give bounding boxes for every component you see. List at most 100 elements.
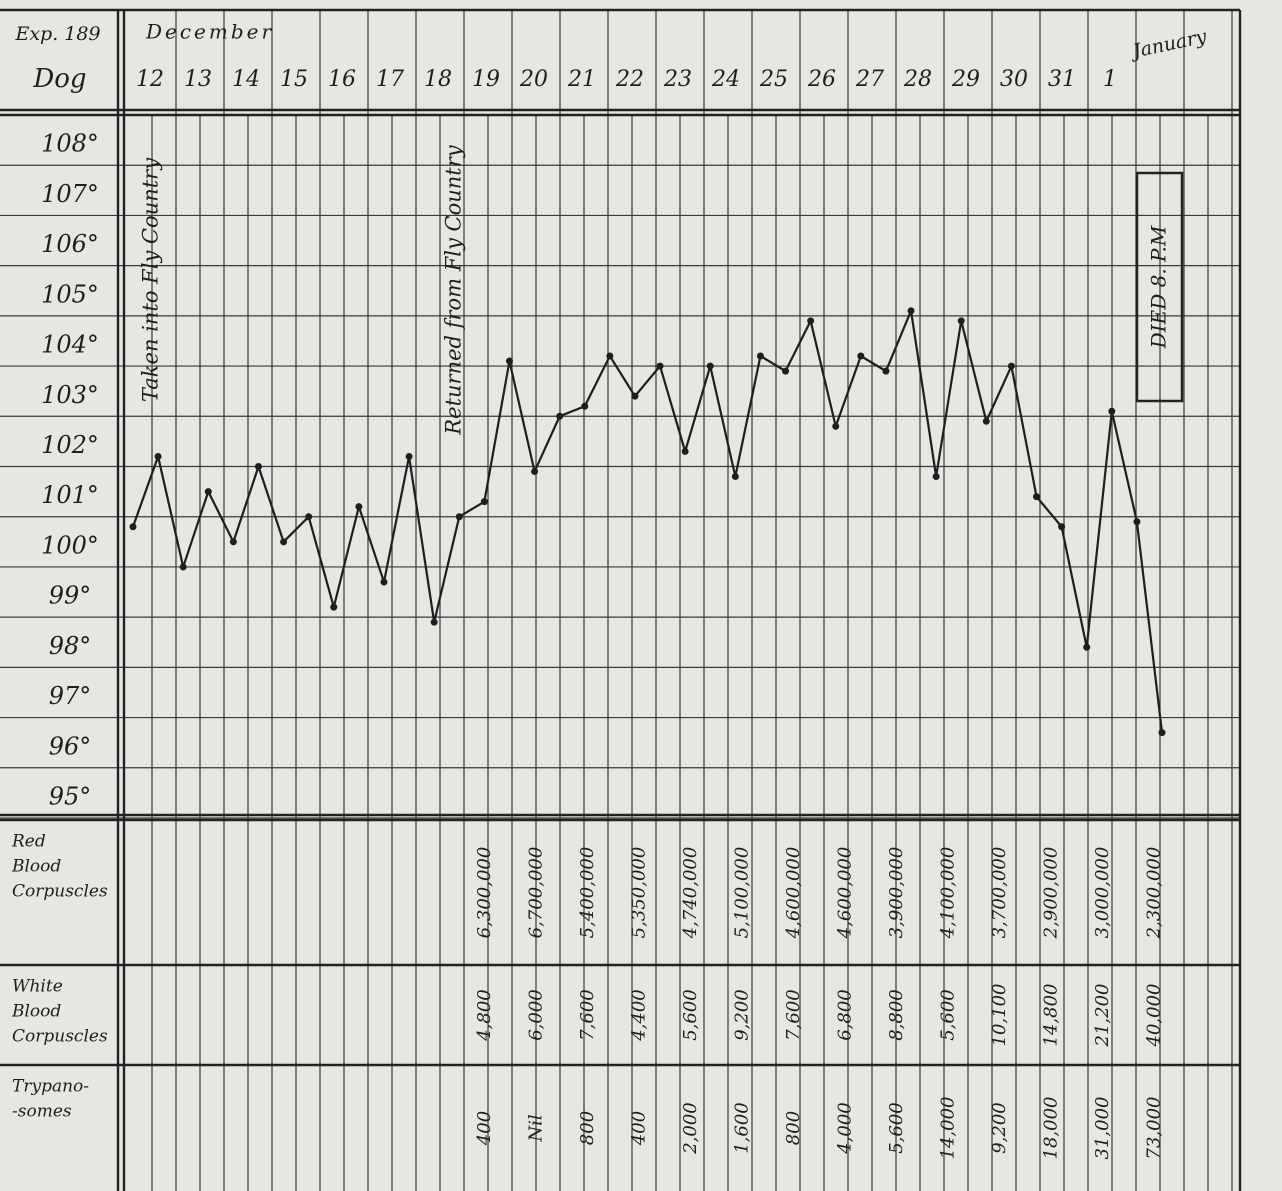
- x-tick-label: 15: [280, 67, 308, 92]
- table-cell: 4,000: [835, 1102, 856, 1155]
- y-tick-label: 101°: [41, 481, 99, 509]
- row-label: Blood: [11, 1002, 61, 1022]
- table-cell: 6,700,000: [526, 847, 547, 939]
- temperature-point: [657, 363, 664, 370]
- annotation: Returned from Fly Country: [442, 144, 466, 435]
- table-cell: 7,600: [577, 989, 598, 1041]
- x-tick-label: 13: [184, 67, 212, 92]
- temperature-point: [230, 538, 237, 545]
- x-tick-label: 26: [807, 67, 836, 92]
- table-cell: 21,200: [1092, 984, 1113, 1048]
- table-cell: 5,600: [886, 1102, 907, 1154]
- temperature-point: [330, 604, 337, 611]
- temperature-point: [205, 488, 212, 495]
- temperature-point: [456, 513, 463, 520]
- y-tick-label: 107°: [41, 180, 99, 208]
- temperature-point: [1108, 408, 1115, 415]
- y-tick-label: 105°: [41, 280, 99, 308]
- y-tick-label: 95°: [49, 783, 92, 811]
- table-cell: 18,000: [1041, 1097, 1062, 1160]
- temperature-point: [631, 393, 638, 400]
- table-cell: 5,100,000: [732, 847, 753, 939]
- temperature-point: [1083, 644, 1090, 651]
- y-tick-label: 106°: [41, 230, 99, 258]
- table-cell: 800: [577, 1111, 598, 1145]
- table-cell: 4,600,000: [835, 847, 856, 940]
- table-cell: 14,000: [938, 1097, 959, 1160]
- temperature-point: [732, 473, 739, 480]
- x-tick-label: 23: [663, 67, 692, 92]
- temperature-point: [130, 523, 137, 530]
- row-label: Corpuscles: [12, 1027, 108, 1047]
- x-tick-label: 28: [903, 67, 932, 92]
- table-cell: 400: [474, 1111, 495, 1146]
- x-tick-label: 22: [615, 67, 644, 92]
- temperature-point: [380, 578, 387, 585]
- temperature-point: [832, 423, 839, 430]
- table-cell: 31,000: [1092, 1097, 1113, 1160]
- x-tick-label: 31: [1048, 67, 1076, 92]
- temperature-point: [255, 463, 262, 470]
- table-cell: 5,400,000: [577, 847, 598, 939]
- temperature-point: [406, 453, 413, 460]
- y-tick-label: 104°: [41, 331, 99, 359]
- table-cell: 400: [629, 1111, 650, 1146]
- row-label: Corpuscles: [12, 882, 108, 902]
- table-cell: 4,100,000: [938, 847, 959, 940]
- x-tick-label: 18: [424, 67, 452, 92]
- y-tick-label: 99°: [49, 582, 92, 610]
- annotation: Taken into Fly Country: [139, 157, 163, 402]
- x-tick-label: 30: [1000, 67, 1028, 92]
- temperature-point: [1033, 493, 1040, 500]
- y-tick-label: 97°: [49, 682, 92, 710]
- y-tick-label: 96°: [49, 732, 92, 760]
- x-tick-label: 25: [759, 67, 788, 92]
- table-cell: 2,900,000: [1041, 847, 1062, 940]
- x-tick-label: 29: [951, 67, 980, 92]
- temperature-point: [481, 498, 488, 505]
- x-tick-label: 24: [711, 67, 740, 92]
- temperature-point: [807, 317, 814, 324]
- y-tick-label: 102°: [41, 431, 99, 459]
- table-cell: 4,800: [474, 989, 495, 1042]
- temperature-point: [531, 468, 538, 475]
- temperature-point: [707, 363, 714, 370]
- temperature-point: [355, 503, 362, 510]
- temperature-point: [556, 413, 563, 420]
- temperature-point: [983, 418, 990, 425]
- temperature-point: [305, 513, 312, 520]
- x-tick-label: 21: [567, 67, 596, 92]
- x-tick-label: 1: [1103, 67, 1117, 92]
- temperature-point: [1008, 363, 1015, 370]
- table-cell: 7,600: [783, 989, 804, 1041]
- temperature-point: [581, 403, 588, 410]
- temperature-point: [1058, 523, 1065, 530]
- row-label: White: [12, 977, 63, 997]
- month-label: December: [145, 20, 274, 44]
- y-tick-label: 100°: [41, 531, 99, 559]
- temperature-point: [1159, 729, 1166, 736]
- temperature-point: [180, 563, 187, 570]
- table-cell: 4,400: [629, 989, 650, 1042]
- temperature-point: [1133, 518, 1140, 525]
- x-tick-label: 27: [855, 67, 884, 92]
- table-cell: 3,900,000: [886, 847, 907, 939]
- table-cell: 4,600,000: [783, 847, 804, 940]
- table-cell: 2,300,000: [1144, 847, 1165, 940]
- y-tick-label: 103°: [41, 381, 99, 409]
- table-cell: 6,300,000: [474, 847, 495, 939]
- temperature-point: [958, 317, 965, 324]
- table-cell: 3,700,000: [989, 847, 1010, 939]
- temperature-point: [908, 307, 915, 314]
- table-cell: 14,800: [1041, 984, 1062, 1047]
- temperature-point: [506, 358, 513, 365]
- table-cell: 9,200: [989, 1102, 1010, 1154]
- temperature-point: [431, 619, 438, 626]
- table-cell: 8,800: [886, 989, 907, 1041]
- temperature-point: [682, 448, 689, 455]
- table-cell: 40,000: [1144, 984, 1165, 1048]
- x-tick-label: 16: [328, 67, 356, 92]
- table-cell: 5,600: [680, 989, 701, 1041]
- table-cell: 6,800: [835, 989, 856, 1041]
- table-cell: 4,740,000: [680, 847, 701, 940]
